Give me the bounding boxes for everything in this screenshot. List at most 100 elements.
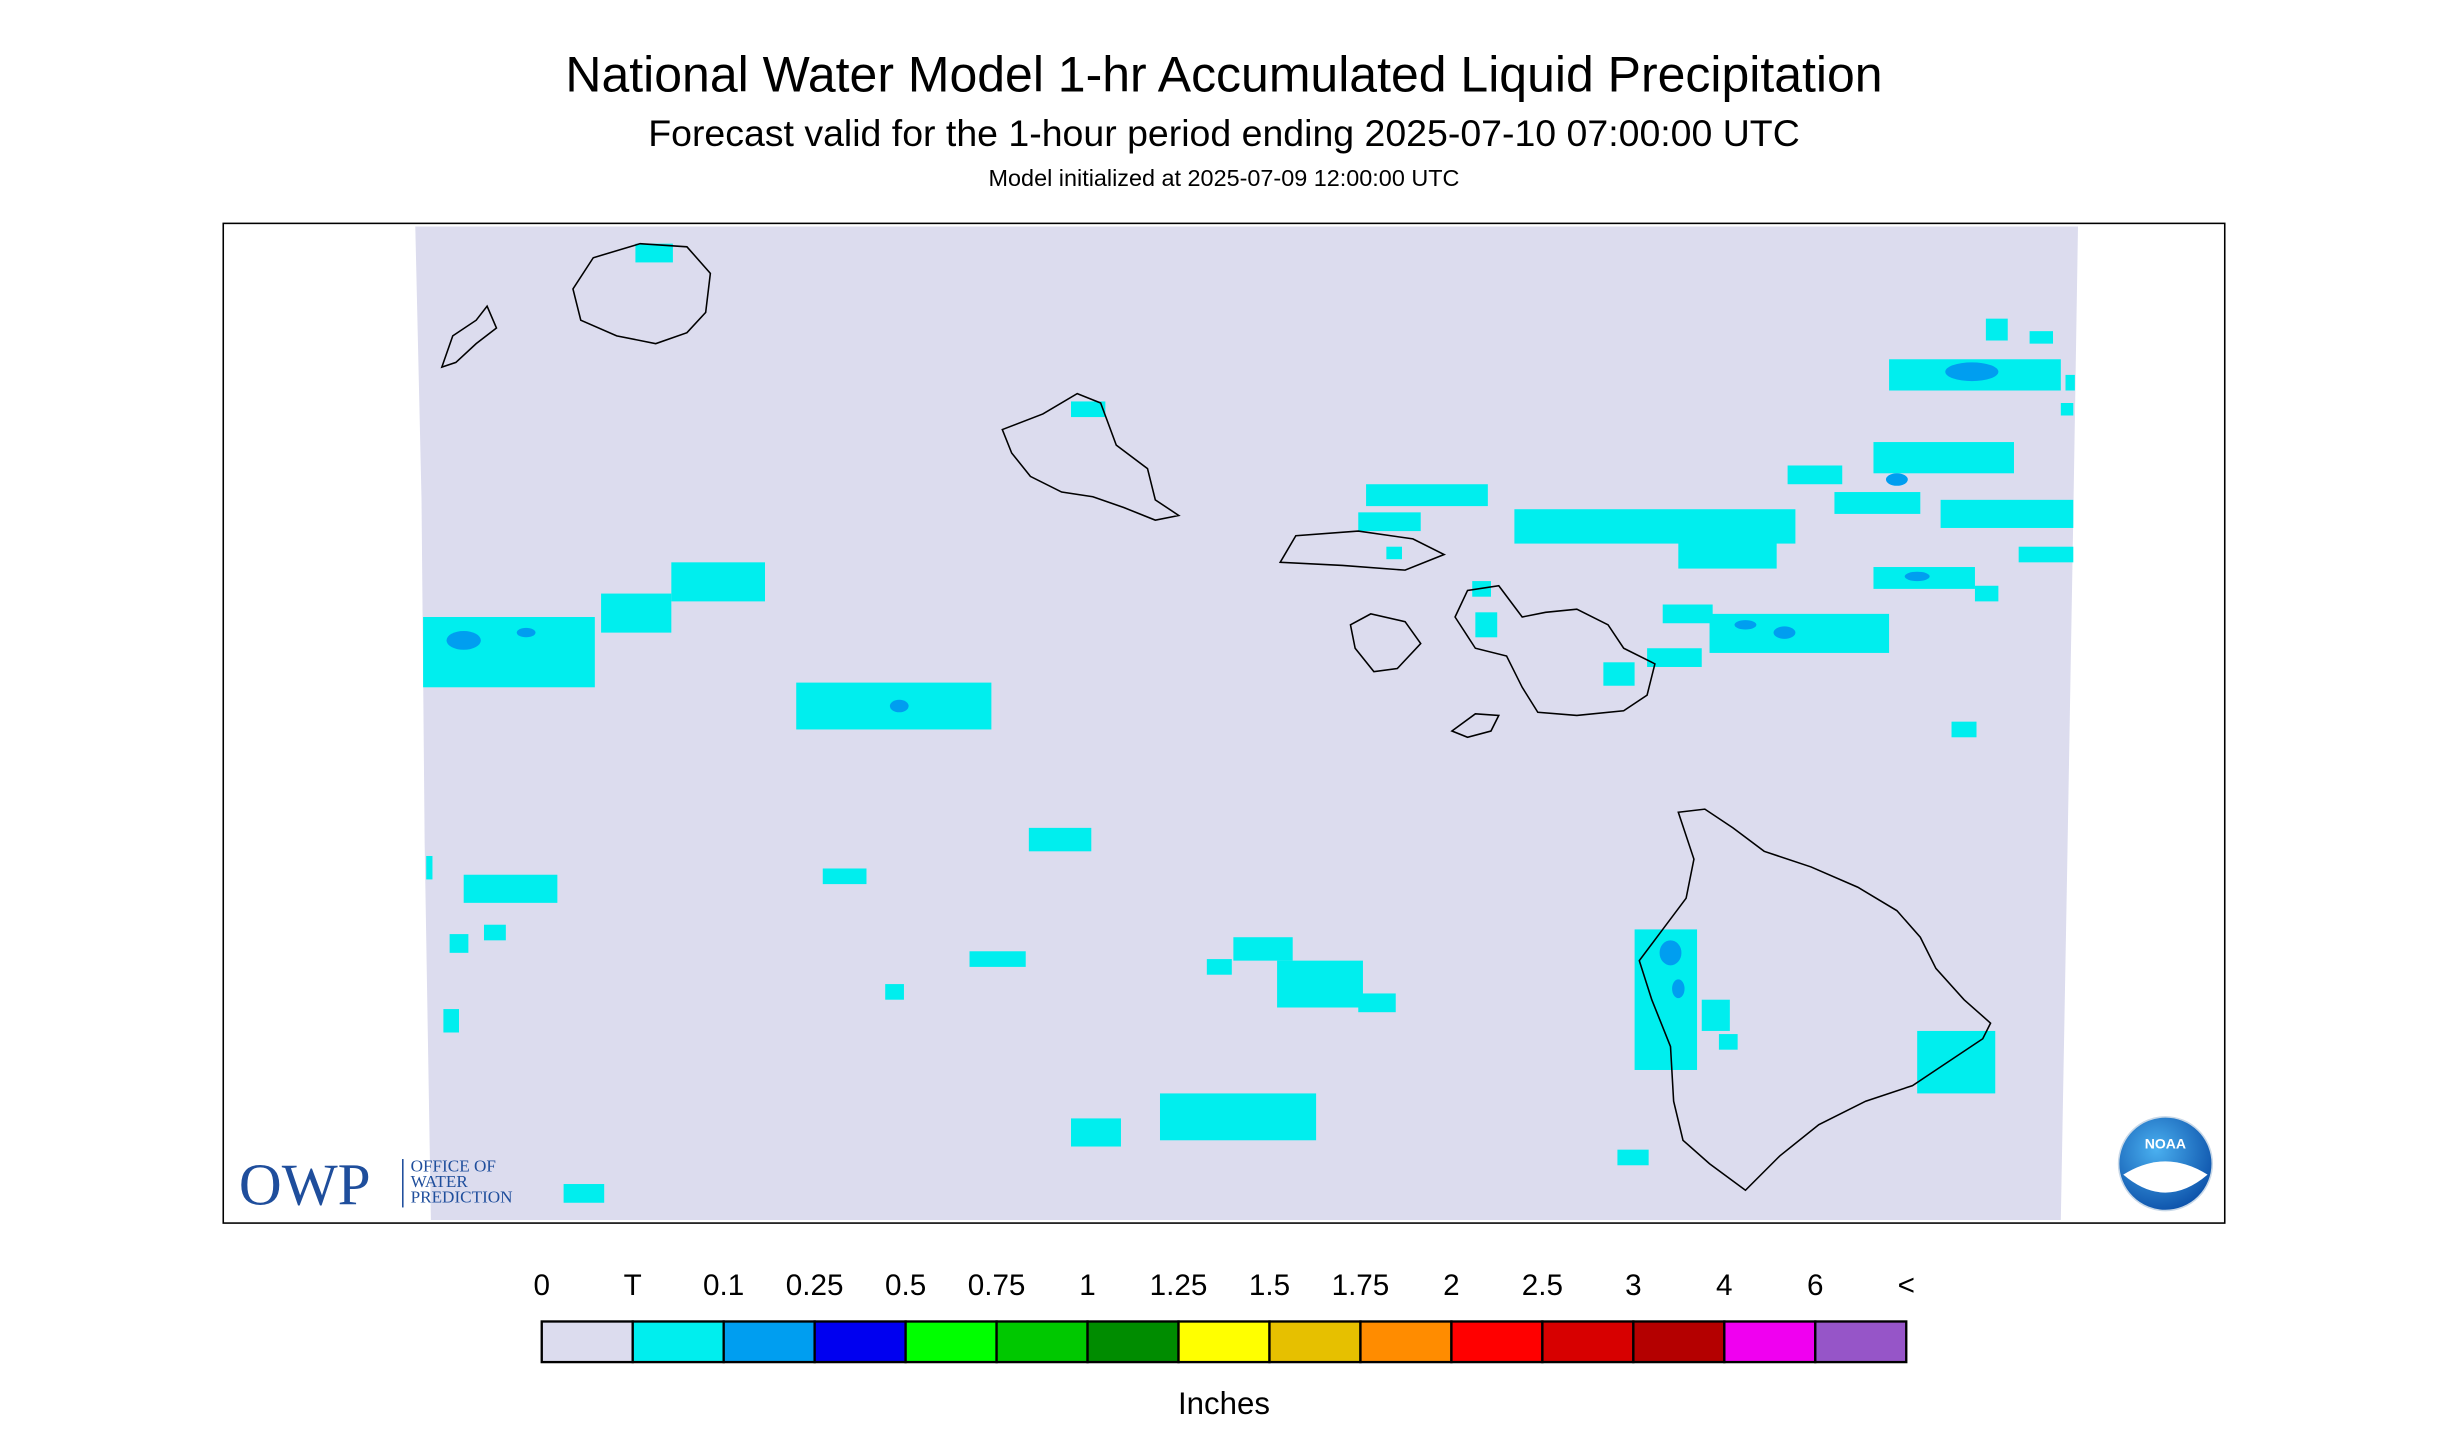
legend-swatch — [995, 1320, 1089, 1364]
legend-label: 1.75 — [1332, 1269, 1390, 1302]
subtitle: Forecast valid for the 1-hour period end… — [648, 112, 1800, 154]
legend-swatch — [1086, 1320, 1180, 1364]
precip-area — [1678, 540, 1777, 569]
precip-area — [463, 874, 558, 903]
legend: 0 T 0.1 0.25 0.5 0.75 1 1.25 1.5 1.75 2 2.5 3 4 6 < — [533, 1269, 1915, 1364]
legend-label: < — [1898, 1269, 1915, 1302]
precip-core — [1734, 620, 1757, 630]
legend-swatch — [631, 1320, 725, 1364]
legend-label: 3 — [1625, 1269, 1641, 1302]
precip-area — [1386, 546, 1402, 560]
hawaii-island — [1638, 808, 1992, 1192]
legend-label: T — [624, 1269, 642, 1302]
precip-area — [635, 243, 673, 263]
precip-area — [1514, 509, 1796, 544]
precip-area — [671, 562, 765, 602]
precip-core — [516, 627, 536, 638]
precip-area — [1718, 1034, 1738, 1050]
precip-core — [1659, 940, 1682, 966]
oahu — [1001, 392, 1181, 521]
legend-label: 1.5 — [1249, 1269, 1290, 1302]
precip-area — [969, 951, 1026, 967]
precip-area — [1475, 612, 1498, 638]
precip-area — [2060, 403, 2074, 416]
legend-label: 1 — [1079, 1269, 1095, 1302]
legend-swatch — [1814, 1320, 1908, 1364]
precip-area — [601, 593, 672, 633]
precip-core — [1885, 473, 1908, 486]
legend-swatch — [904, 1320, 998, 1364]
legend-swatch — [1723, 1320, 1817, 1364]
legend-label: 0.25 — [786, 1269, 844, 1302]
legend-swatch — [722, 1320, 816, 1364]
precip-area — [1709, 613, 1890, 653]
precip-core — [1904, 571, 1930, 582]
precip-core — [1672, 979, 1685, 999]
owp-line: OFFICE OF — [411, 1157, 496, 1176]
precip-area — [563, 1184, 605, 1203]
precip-area — [1951, 721, 1977, 738]
noaa-gull — [2123, 1161, 2208, 1193]
precip-area — [885, 984, 904, 1000]
precip-area — [2029, 331, 2054, 344]
owp-line: WATER — [411, 1172, 469, 1191]
precip-area — [1917, 1030, 1996, 1094]
maui — [1454, 584, 1656, 717]
legend-label: 0.5 — [885, 1269, 926, 1302]
legend-swatch — [1359, 1320, 1453, 1364]
precip-area — [1873, 442, 2014, 474]
legend-label: 2 — [1443, 1269, 1459, 1302]
precip-area — [1662, 604, 1713, 624]
precip-core — [446, 631, 481, 650]
precip-area — [483, 924, 506, 941]
precip-area — [2018, 546, 2074, 563]
legend-label: 2.5 — [1522, 1269, 1563, 1302]
precip-area — [1358, 512, 1421, 532]
precip-area — [1358, 993, 1396, 1013]
lanai — [1349, 613, 1422, 673]
precip-area — [1071, 1118, 1121, 1147]
noaa-text: NOAA — [2145, 1136, 2186, 1152]
precip-area — [1159, 1093, 1317, 1141]
legend-swatch — [1450, 1320, 1544, 1364]
precip-area — [1277, 960, 1363, 1008]
precip-area — [1985, 318, 2008, 341]
init-time: Model initialized at 2025-07-09 12:00:00… — [989, 165, 1460, 191]
precip-area — [1603, 662, 1635, 686]
precip-area — [443, 1009, 459, 1033]
precip-core — [889, 699, 909, 713]
precip-area — [1233, 937, 1293, 961]
precip-area — [1366, 484, 1488, 507]
molokai — [1278, 530, 1447, 571]
legend-label: 6 — [1807, 1269, 1823, 1302]
kahoolawe — [1450, 713, 1500, 739]
precip-area — [1028, 827, 1092, 852]
legend-swatch — [1541, 1320, 1635, 1364]
legend-label: 4 — [1716, 1269, 1732, 1302]
model-domain — [415, 226, 2078, 1220]
precip-area — [2065, 374, 2075, 391]
owp-logo: OWP — [239, 1151, 371, 1217]
legend-label: 0.75 — [968, 1269, 1026, 1302]
precip-area — [1940, 499, 2074, 528]
precip-core — [1945, 362, 1999, 382]
legend-swatch — [1177, 1320, 1271, 1364]
legend-unit: Inches — [1178, 1386, 1270, 1421]
title: National Water Model 1-hr Accumulated Li… — [565, 46, 1882, 102]
precip-area — [1787, 465, 1843, 485]
precip-core — [1773, 626, 1796, 639]
precip-area — [822, 868, 867, 885]
precip-area — [1701, 999, 1730, 1031]
precip-area — [1647, 648, 1702, 667]
precip-area — [423, 617, 595, 688]
legend-label: 1.25 — [1150, 1269, 1208, 1302]
legend-swatch — [1632, 1320, 1726, 1364]
islands — [440, 242, 1992, 1192]
precip-area — [426, 855, 433, 880]
precip-area — [1206, 959, 1232, 975]
precip-areas — [423, 243, 2075, 1203]
legend-label: 0 — [533, 1269, 549, 1302]
